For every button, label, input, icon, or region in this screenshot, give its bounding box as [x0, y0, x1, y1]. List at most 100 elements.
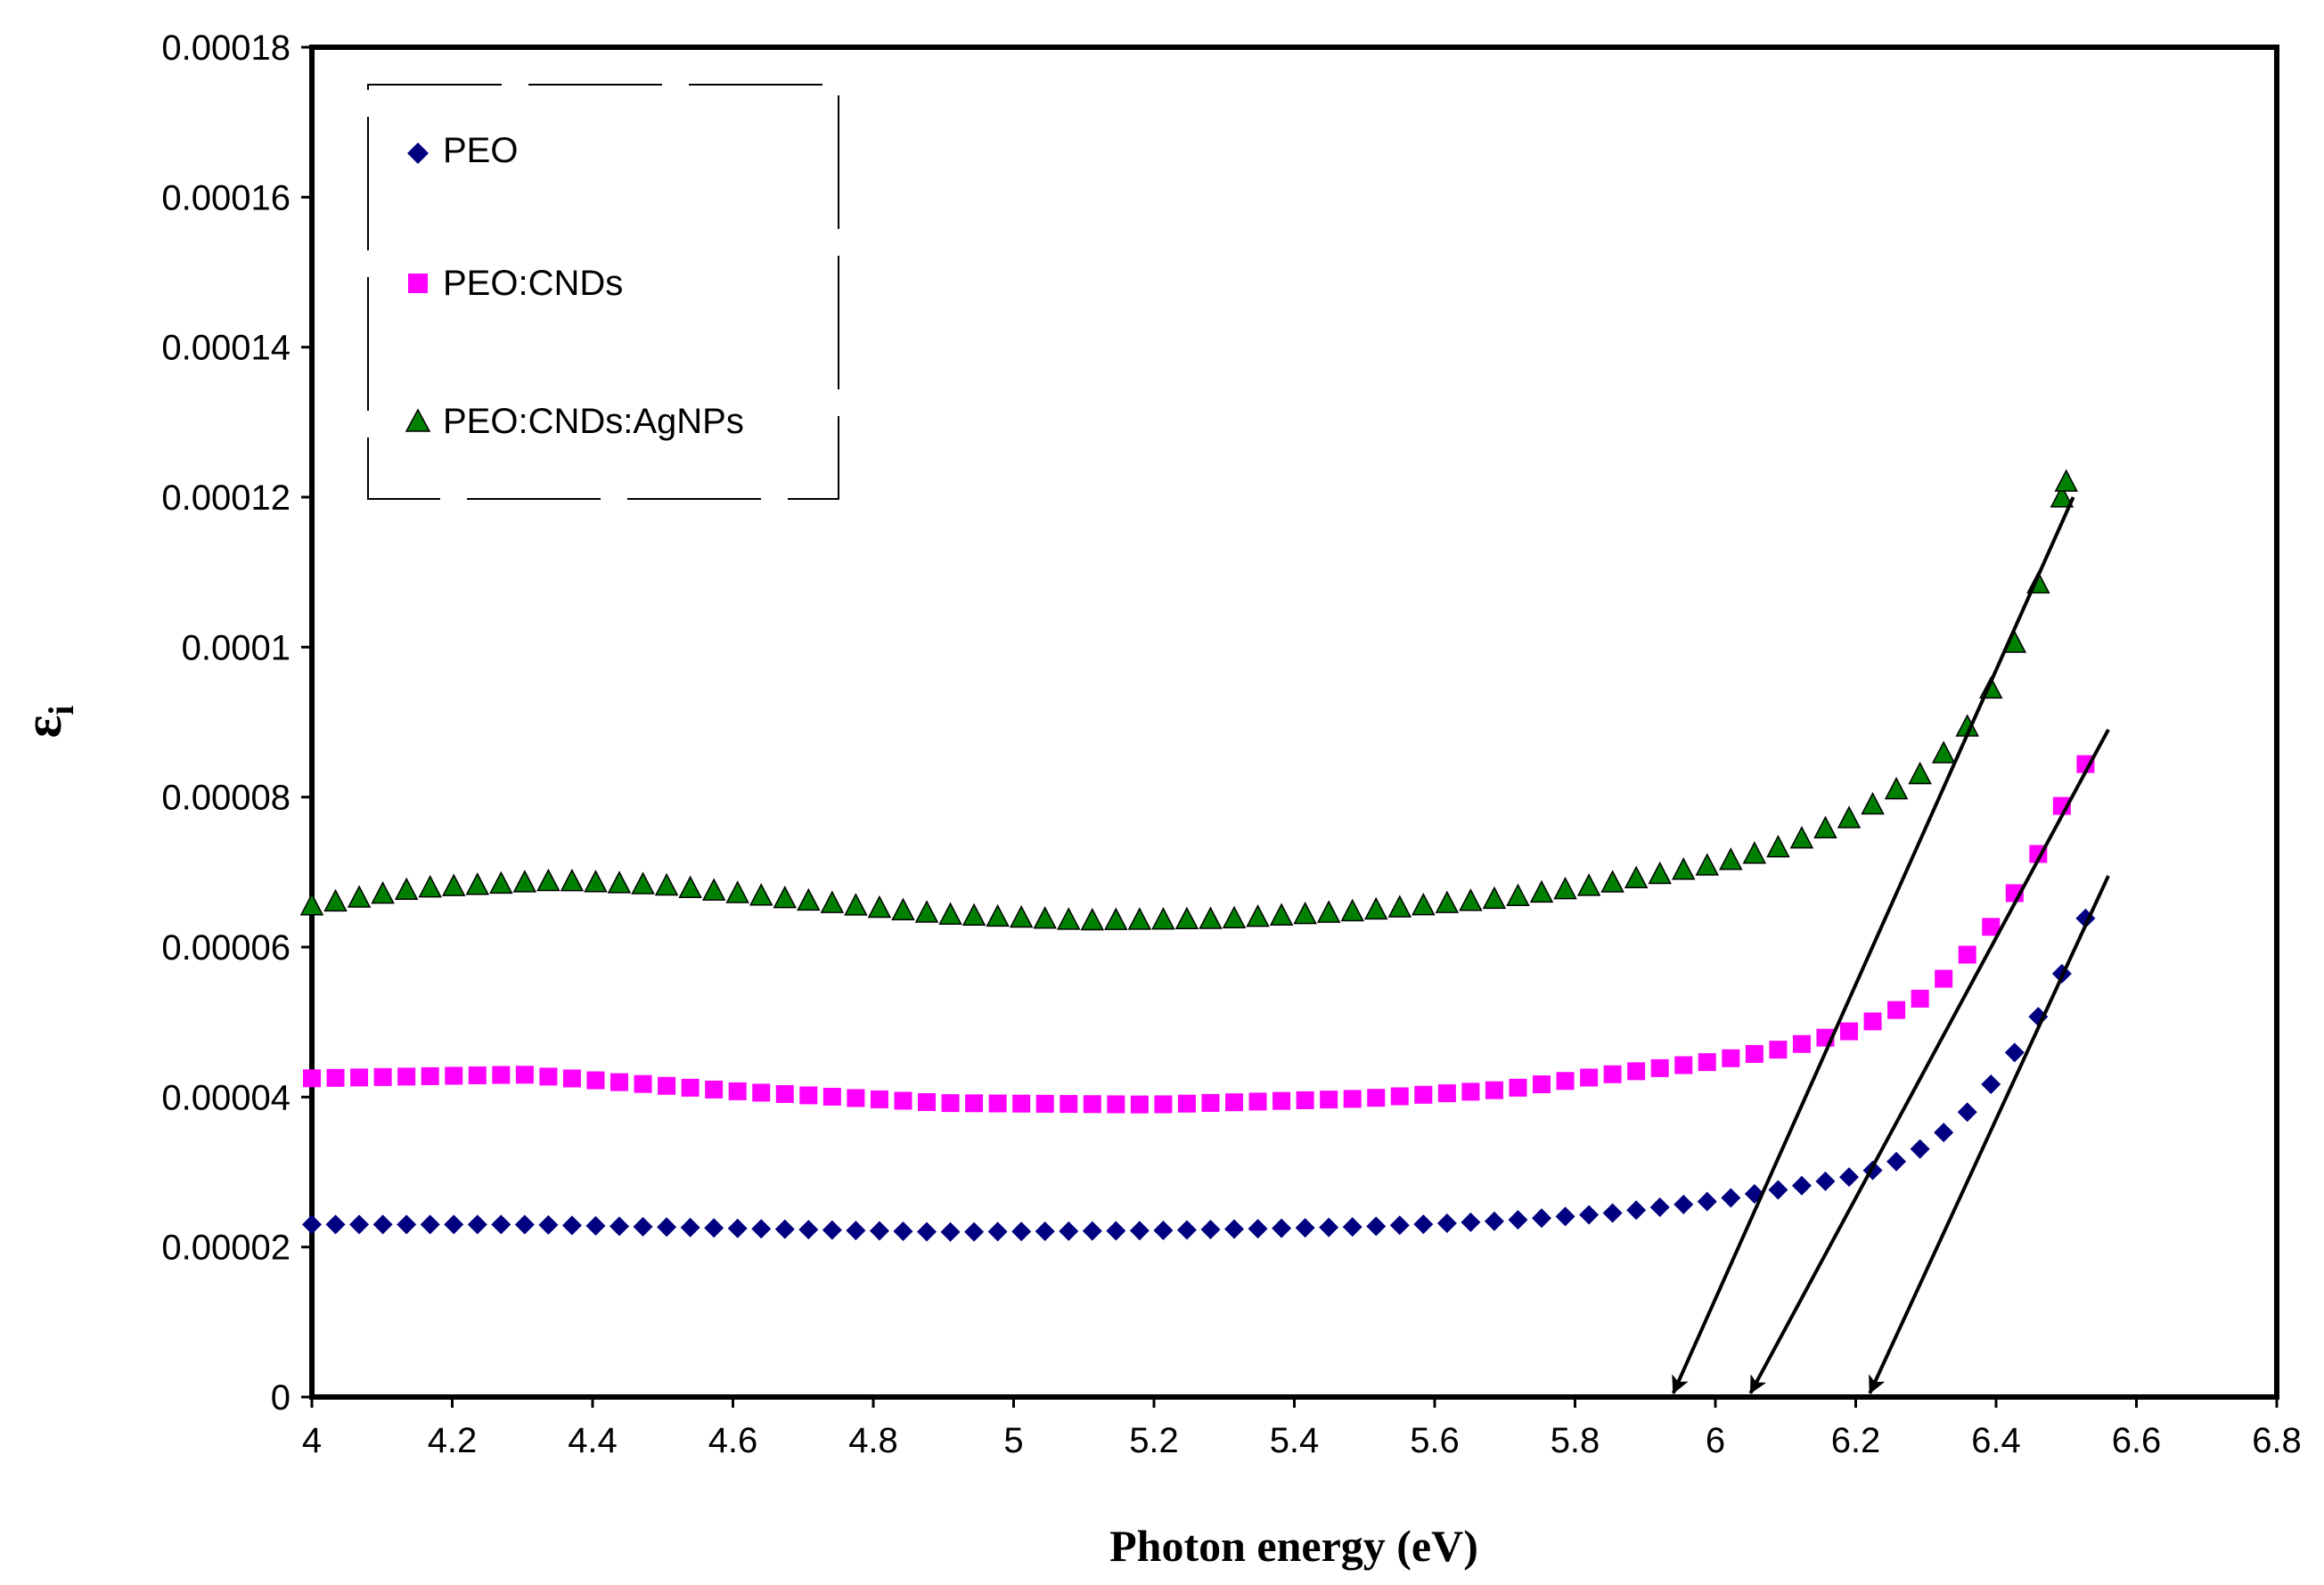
x-tick-label: 4.4	[568, 1421, 618, 1460]
data-point	[1367, 1089, 1386, 1107]
data-point	[585, 1215, 606, 1236]
data-point	[1910, 1139, 1930, 1159]
data-point	[987, 1221, 1008, 1242]
data-point	[1935, 969, 1953, 988]
data-point	[869, 1221, 889, 1241]
data-point	[1107, 1095, 1125, 1114]
x-tick-label: 5.8	[1551, 1421, 1600, 1460]
data-point	[1154, 1095, 1173, 1114]
data-point	[964, 1221, 985, 1242]
data-point	[894, 1091, 912, 1110]
legend-label-peo: PEO	[443, 131, 518, 170]
data-point	[610, 1073, 629, 1091]
data-point	[444, 1214, 464, 1235]
data-point	[1884, 776, 1909, 800]
x-tick-label: 6.4	[1971, 1421, 2021, 1460]
data-point	[1482, 886, 1507, 910]
x-axis-title: Photon energy (eV)	[1109, 1521, 1478, 1571]
data-point	[347, 885, 372, 908]
data-point	[1768, 1180, 1788, 1200]
data-point	[489, 870, 513, 895]
data-point	[2054, 469, 2078, 492]
data-point	[441, 873, 466, 896]
data-point	[1082, 1221, 1102, 1241]
data-point	[891, 897, 915, 920]
y-tick-label: 0	[271, 1378, 290, 1418]
data-point	[467, 1214, 487, 1235]
data-point	[1127, 907, 1152, 930]
data-point	[349, 1214, 370, 1235]
data-point	[1414, 1085, 1433, 1104]
data-point	[1815, 1171, 1836, 1191]
x-tick-label: 4.2	[428, 1421, 478, 1460]
data-point	[1981, 1074, 2001, 1095]
data-point	[1580, 1068, 1599, 1087]
data-point	[1366, 1216, 1387, 1237]
data-point	[798, 1220, 819, 1240]
data-point	[1556, 1072, 1575, 1091]
data-point	[1106, 1221, 1126, 1241]
data-point	[1011, 1221, 1032, 1242]
x-tick-label: 6	[1706, 1421, 1725, 1460]
y-tick-label: 0.00006	[161, 928, 290, 968]
data-point	[1863, 1012, 1882, 1031]
data-point	[1248, 1219, 1268, 1239]
data-point	[634, 1074, 652, 1093]
data-point	[1840, 1022, 1859, 1041]
data-point	[1272, 1091, 1291, 1110]
data-point	[1387, 895, 1412, 918]
data-point	[584, 870, 608, 893]
data-point	[705, 1080, 724, 1099]
data-point	[1745, 1044, 1763, 1063]
data-point	[607, 870, 632, 894]
data-point	[1177, 1094, 1196, 1113]
x-tick-label: 5	[1003, 1421, 1023, 1460]
y-tick-label: 0.00002	[161, 1229, 290, 1268]
data-point	[917, 1221, 937, 1242]
data-point	[893, 1221, 913, 1242]
x-tick-label: 5.2	[1129, 1421, 1179, 1460]
data-point	[847, 1089, 865, 1107]
data-point	[1769, 1041, 1788, 1059]
data-point	[445, 1066, 463, 1085]
x-tick-label: 4.8	[848, 1421, 898, 1460]
y-tick-label: 0.00012	[161, 478, 290, 518]
data-point	[749, 883, 773, 906]
data-point	[1579, 1205, 1600, 1225]
data-point	[514, 1214, 535, 1235]
data-point	[1295, 1218, 1315, 1238]
data-point	[1248, 1092, 1267, 1111]
data-point	[1624, 865, 1649, 888]
data-point	[561, 1215, 582, 1236]
y-axis: 0 0.00002 0.00004 0.00006 0.00008 0.0001 0.000…	[161, 29, 312, 1418]
data-point	[797, 887, 821, 911]
data-point	[1958, 945, 1976, 964]
data-point	[1576, 873, 1601, 896]
data-point	[1934, 1123, 1954, 1143]
data-point	[1648, 861, 1672, 885]
data-point	[1813, 815, 1837, 839]
series-layer	[299, 469, 2096, 1242]
data-point	[303, 1069, 321, 1088]
data-point	[941, 1094, 960, 1113]
data-point	[1792, 1034, 1811, 1053]
data-point	[1911, 989, 1929, 1008]
data-point	[326, 1068, 345, 1087]
data-point	[1224, 1219, 1245, 1239]
data-point	[350, 1068, 369, 1087]
data-point	[1436, 1213, 1457, 1233]
data-point	[420, 1214, 440, 1235]
data-point	[1412, 892, 1436, 916]
data-point	[610, 1216, 630, 1237]
series-peo	[302, 908, 2096, 1242]
data-point	[1296, 1091, 1314, 1109]
data-point	[1602, 1203, 1623, 1223]
data-point	[1316, 900, 1341, 923]
data-point	[1627, 1062, 1646, 1081]
data-point	[1532, 1208, 1552, 1229]
data-point	[1697, 1191, 1717, 1212]
data-point	[1033, 906, 1057, 929]
data-point	[1200, 1220, 1221, 1240]
data-point	[725, 880, 749, 903]
